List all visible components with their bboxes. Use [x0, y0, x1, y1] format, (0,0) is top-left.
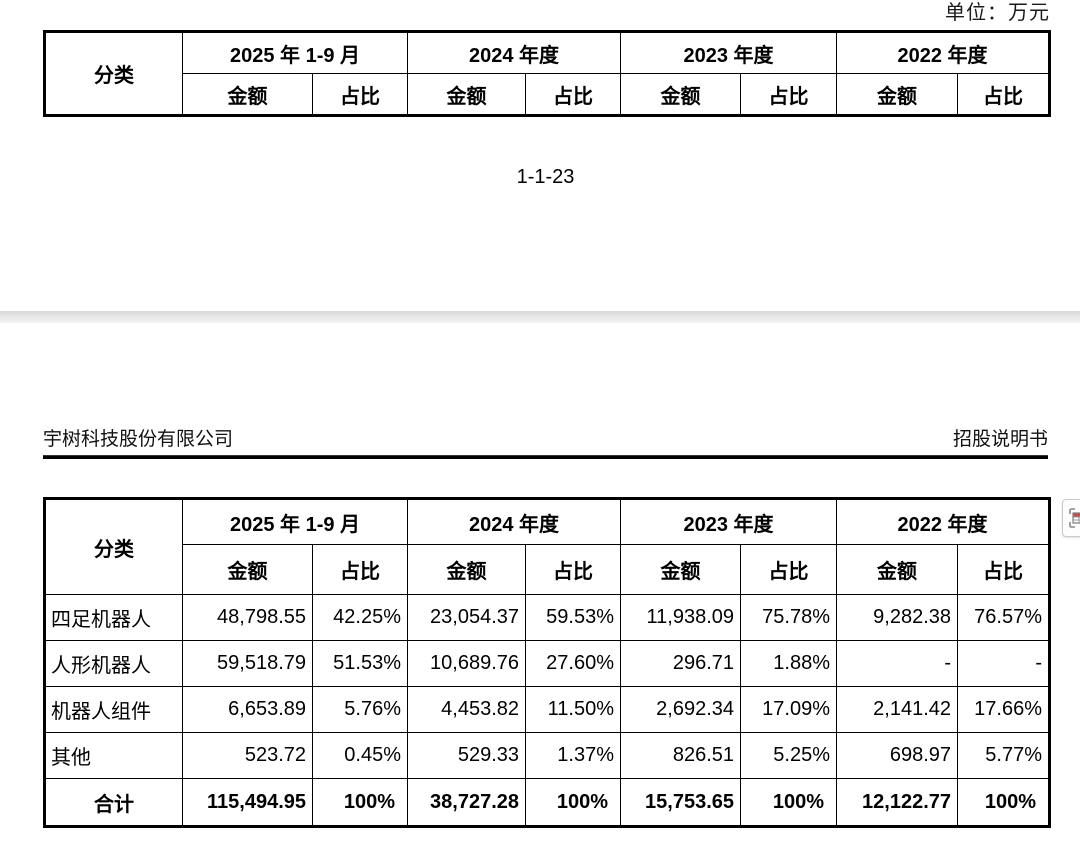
table-cell: 11,938.09 — [620, 594, 742, 641]
header-rule — [43, 455, 1048, 459]
table-row-total: 合计 115,494.95 100% 38,727.28 100% 15,753… — [44, 778, 1051, 827]
column-header-amount: 金额 — [620, 73, 742, 116]
table-cell: 826.51 — [620, 732, 742, 779]
table-cell: - — [957, 640, 1051, 687]
column-header-amount: 金额 — [836, 73, 959, 116]
table-cell: 17.09% — [740, 686, 838, 733]
table-cell: 6,653.89 — [182, 686, 313, 733]
revenue-table-header-page1: 分类 2025 年 1-9 月 2024 年度 2023 年度 2022 年度 … — [43, 30, 1052, 117]
table-cell: 15,753.65 — [620, 778, 742, 827]
column-header-ratio: 占比 — [740, 544, 838, 595]
column-header-period-2022: 2022 年度 — [836, 498, 1051, 545]
column-header-amount: 金额 — [407, 73, 527, 116]
company-name: 宇树科技股份有限公司 — [43, 429, 234, 450]
table-cell: 5.77% — [957, 732, 1051, 779]
table-cell: 42.25% — [311, 594, 409, 641]
table-row-humanoid: 人形机器人 59,518.79 51.53% 10,689.76 27.60% … — [44, 640, 1051, 687]
column-header-amount: 金额 — [836, 544, 959, 595]
table-cell: 529.33 — [407, 732, 527, 779]
table-cell: 76.57% — [957, 594, 1051, 641]
column-header-ratio: 占比 — [525, 544, 622, 595]
column-header-period-2023: 2023 年度 — [620, 31, 838, 74]
table-cell: 10,689.76 — [407, 640, 527, 687]
revenue-table: 分类 2025 年 1-9 月 2024 年度 2023 年度 2022 年度 … — [43, 497, 1052, 828]
table-cell: 698.97 — [836, 732, 959, 779]
column-header-ratio: 占比 — [740, 73, 838, 116]
table-cell: 1.37% — [525, 732, 622, 779]
column-header-ratio: 占比 — [957, 544, 1051, 595]
doc-title: 招股说明书 — [952, 429, 1048, 450]
column-header-amount: 金额 — [620, 544, 742, 595]
table-cell: 59,518.79 — [182, 640, 313, 687]
table-cell: 523.72 — [182, 732, 313, 779]
table-cell: 5.25% — [740, 732, 838, 779]
table-cell: 1.88% — [740, 640, 838, 687]
column-header-period-2023: 2023 年度 — [620, 498, 838, 545]
select-table-button[interactable] — [1062, 499, 1080, 537]
column-header-period-2025: 2025 年 1-9 月 — [181, 498, 409, 545]
table-row-quadruped: 四足机器人 48,798.55 42.25% 23,054.37 59.53% … — [44, 594, 1051, 641]
column-header-amount: 金额 — [182, 544, 313, 595]
table-cell: 5.76% — [311, 686, 409, 733]
table-cell: 100% — [525, 778, 622, 827]
table-row-components: 机器人组件 6,653.89 5.76% 4,453.82 11.50% 2,6… — [44, 686, 1051, 733]
document-running-head: 宇树科技股份有限公司 招股说明书 — [43, 424, 1048, 459]
column-header-ratio: 占比 — [957, 73, 1051, 116]
unit-label: 单位：万元 — [945, 2, 1050, 24]
table-cell: 59.53% — [525, 594, 622, 641]
table-cell: - — [836, 640, 959, 687]
row-label: 人形机器人 — [44, 640, 183, 687]
column-header-amount: 金额 — [407, 544, 527, 595]
table-cell: 17.66% — [957, 686, 1051, 733]
select-table-icon — [1068, 507, 1080, 529]
table-cell: 27.60% — [525, 640, 622, 687]
table-cell: 115,494.95 — [182, 778, 313, 827]
row-label-total: 合计 — [44, 778, 183, 827]
table-cell: 23,054.37 — [407, 594, 527, 641]
table-cell: 0.45% — [311, 732, 409, 779]
table-cell: 48,798.55 — [182, 594, 313, 641]
page-number: 1-1-23 — [516, 166, 575, 188]
column-header-ratio: 占比 — [525, 73, 622, 116]
table-cell: 4,453.82 — [407, 686, 527, 733]
row-label: 机器人组件 — [44, 686, 183, 733]
column-header-amount: 金额 — [182, 73, 313, 116]
table-cell: 38,727.28 — [407, 778, 527, 827]
table-cell: 11.50% — [525, 686, 622, 733]
column-header-category: 分类 — [44, 31, 183, 116]
table-cell: 100% — [740, 778, 838, 827]
row-label: 四足机器人 — [44, 594, 183, 641]
column-header-period-2024: 2024 年度 — [407, 498, 622, 545]
column-header-period-2022: 2022 年度 — [836, 31, 1051, 74]
page-separator — [0, 311, 1080, 323]
row-label: 其他 — [44, 732, 183, 779]
column-header-ratio: 占比 — [311, 544, 409, 595]
table-cell: 2,692.34 — [620, 686, 742, 733]
table-cell: 51.53% — [311, 640, 409, 687]
table-row-other: 其他 523.72 0.45% 529.33 1.37% 826.51 5.25… — [44, 732, 1051, 779]
column-header-period-2025: 2025 年 1-9 月 — [181, 31, 409, 74]
table-cell: 296.71 — [620, 640, 742, 687]
table-cell: 9,282.38 — [836, 594, 959, 641]
column-header-category: 分类 — [44, 498, 183, 595]
column-header-ratio: 占比 — [311, 73, 409, 116]
table-cell: 12,122.77 — [836, 778, 959, 827]
table-cell: 100% — [311, 778, 409, 827]
table-cell: 75.78% — [740, 594, 838, 641]
table-cell: 100% — [957, 778, 1051, 827]
table-cell: 2,141.42 — [836, 686, 959, 733]
column-header-period-2024: 2024 年度 — [407, 31, 622, 74]
